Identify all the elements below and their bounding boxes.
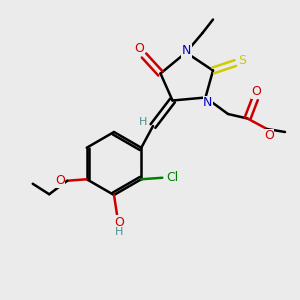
Text: Cl: Cl: [167, 171, 179, 184]
Text: N: N: [203, 96, 213, 110]
Text: N: N: [182, 44, 191, 58]
Text: O: O: [135, 42, 144, 56]
Text: O: O: [264, 129, 274, 142]
Text: O: O: [55, 174, 65, 187]
Text: H: H: [139, 117, 148, 128]
Text: H: H: [115, 227, 124, 237]
Text: O: O: [252, 85, 261, 98]
Text: O: O: [115, 215, 124, 229]
Text: S: S: [238, 54, 246, 67]
